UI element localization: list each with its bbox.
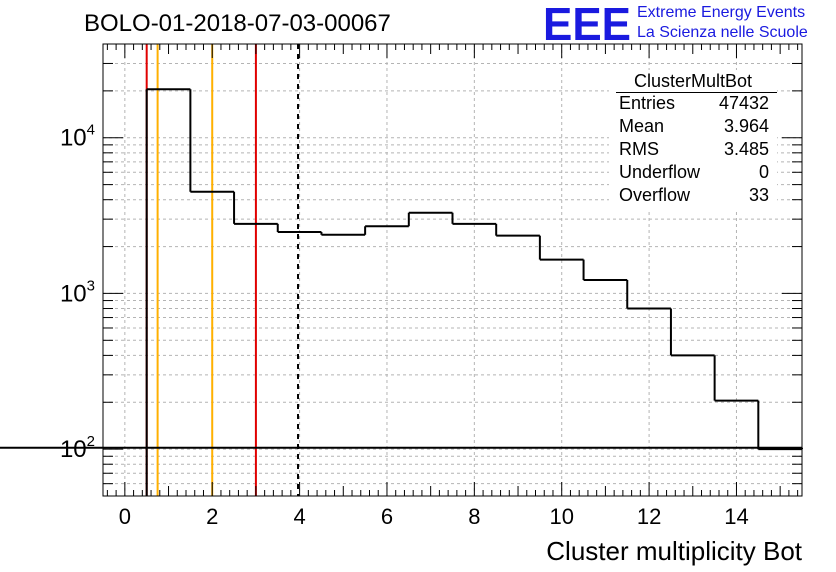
stats-key: Entries <box>619 93 676 113</box>
stats-value: 47432 <box>718 93 769 113</box>
grid-lines <box>103 43 802 497</box>
stats-value: 3.485 <box>723 139 769 159</box>
y-tick-label: 102 <box>60 433 95 463</box>
y-tick-label-base: 10 <box>60 436 87 463</box>
x-tick-label: 0 <box>119 504 131 529</box>
x-tick-label: 10 <box>549 504 573 529</box>
plot-frame <box>102 43 803 497</box>
x-tick-label: 2 <box>206 504 218 529</box>
x-tick-label: 14 <box>724 504 748 529</box>
y-tick-label-exponent: 4 <box>87 122 95 139</box>
chart-title: BOLO-01-2018-07-03-00067 <box>84 10 391 37</box>
eee-logo: EEE <box>543 2 631 46</box>
stats-key: Underflow <box>619 162 701 182</box>
threshold-lines <box>145 44 300 496</box>
stats-value: 0 <box>758 162 769 182</box>
stats-title: ClusterMultBot <box>633 71 753 91</box>
eee-logo-text: EEE <box>543 2 631 46</box>
stats-row-underflow: Underflow 0 <box>619 162 769 184</box>
branding-line-1: Extreme Energy Events <box>637 4 806 21</box>
x-tick-label: 4 <box>293 504 305 529</box>
y-tick-label-exponent: 2 <box>87 433 95 450</box>
stats-divider <box>616 92 777 93</box>
x-tick-label: 6 <box>381 504 393 529</box>
x-axis-label: Cluster multiplicity Bot <box>546 536 803 566</box>
branding-text: Extreme Energy Events La Scienza nelle S… <box>637 3 808 43</box>
stats-key: Mean <box>619 116 665 136</box>
stats-row-overflow: Overflow 33 <box>619 185 769 207</box>
x-tick-label: 12 <box>637 504 661 529</box>
stats-row-rms: RMS 3.485 <box>619 139 769 161</box>
stats-row-entries: Entries 47432 <box>619 93 769 115</box>
stats-key: RMS <box>619 139 659 159</box>
axis-ticks <box>103 43 802 497</box>
stats-value: 3.964 <box>723 116 769 136</box>
y-tick-label-base: 10 <box>60 280 87 307</box>
branding-line-2: La Scienza nelle Scuole <box>637 24 808 41</box>
y-tick-label: 104 <box>60 122 95 152</box>
stats-key: Overflow <box>619 185 691 205</box>
stats-value: 33 <box>748 185 769 205</box>
y-tick-label: 103 <box>60 277 95 307</box>
y-tick-label-exponent: 3 <box>87 277 95 294</box>
y-tick-label-base: 10 <box>60 125 87 152</box>
stats-row-mean: Mean 3.964 <box>619 116 769 138</box>
stats-box: ClusterMultBot Entries 47432 Mean 3.964 … <box>609 70 777 212</box>
x-tick-label: 8 <box>468 504 480 529</box>
